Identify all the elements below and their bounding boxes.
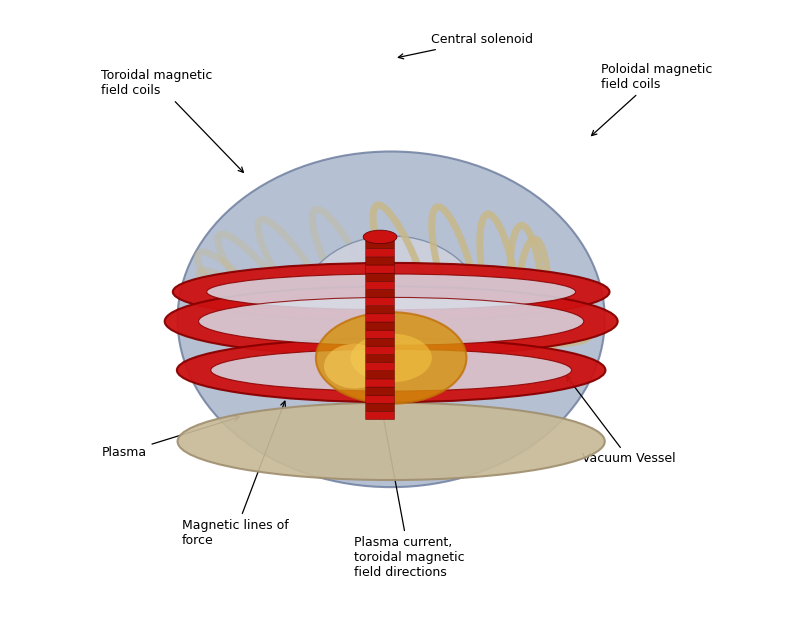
Ellipse shape xyxy=(199,297,583,345)
FancyBboxPatch shape xyxy=(366,330,395,338)
Ellipse shape xyxy=(207,274,575,310)
FancyBboxPatch shape xyxy=(366,257,395,265)
Ellipse shape xyxy=(177,338,605,402)
FancyBboxPatch shape xyxy=(366,412,395,420)
FancyBboxPatch shape xyxy=(366,403,395,412)
Ellipse shape xyxy=(178,402,604,480)
FancyBboxPatch shape xyxy=(366,379,395,387)
Ellipse shape xyxy=(350,333,432,383)
Ellipse shape xyxy=(299,236,483,383)
FancyBboxPatch shape xyxy=(366,371,395,379)
Text: Central solenoid: Central solenoid xyxy=(399,33,533,59)
FancyBboxPatch shape xyxy=(366,346,395,355)
FancyBboxPatch shape xyxy=(366,338,395,346)
FancyBboxPatch shape xyxy=(366,289,395,297)
FancyBboxPatch shape xyxy=(366,241,395,249)
Ellipse shape xyxy=(324,344,385,389)
FancyBboxPatch shape xyxy=(366,363,395,371)
Ellipse shape xyxy=(165,286,617,356)
FancyBboxPatch shape xyxy=(366,355,395,363)
Text: Poloidal magnetic
field coils: Poloidal magnetic field coils xyxy=(592,63,712,136)
Ellipse shape xyxy=(211,350,571,391)
Text: Vacuum Vessel: Vacuum Vessel xyxy=(567,376,676,465)
Ellipse shape xyxy=(363,230,397,244)
Text: Plasma current,
toroidal magnetic
field directions: Plasma current, toroidal magnetic field … xyxy=(354,414,465,579)
Ellipse shape xyxy=(178,152,604,487)
FancyBboxPatch shape xyxy=(366,322,395,330)
FancyBboxPatch shape xyxy=(366,387,395,395)
Text: Magnetic lines of
force: Magnetic lines of force xyxy=(182,401,288,547)
FancyBboxPatch shape xyxy=(366,265,395,273)
Ellipse shape xyxy=(316,312,466,404)
Ellipse shape xyxy=(173,263,609,321)
FancyBboxPatch shape xyxy=(366,281,395,289)
Text: Plasma: Plasma xyxy=(102,416,239,459)
FancyBboxPatch shape xyxy=(366,297,395,305)
FancyBboxPatch shape xyxy=(366,305,395,314)
FancyBboxPatch shape xyxy=(366,249,395,257)
FancyBboxPatch shape xyxy=(366,314,395,322)
FancyBboxPatch shape xyxy=(366,395,395,403)
Text: Toroidal magnetic
field coils: Toroidal magnetic field coils xyxy=(102,69,244,172)
FancyBboxPatch shape xyxy=(366,273,395,281)
